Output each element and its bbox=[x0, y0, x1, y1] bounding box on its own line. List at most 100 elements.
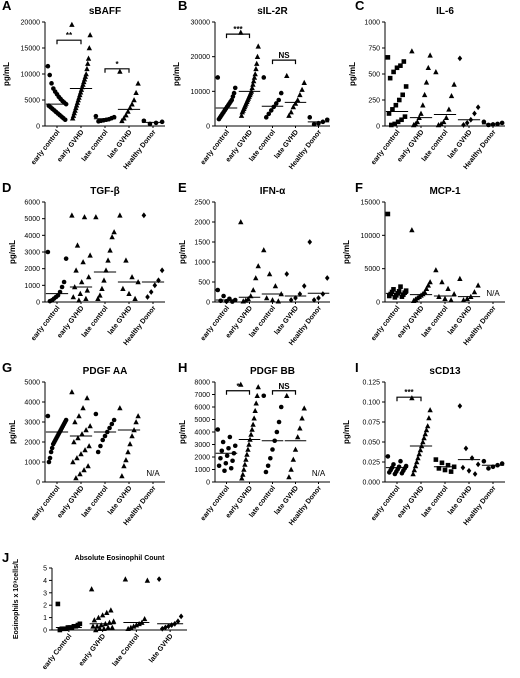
data-point bbox=[129, 101, 135, 107]
y-tick-label: 10000 bbox=[191, 89, 211, 96]
significance-bracket bbox=[225, 390, 251, 395]
data-point bbox=[107, 247, 113, 253]
data-point bbox=[457, 55, 463, 62]
data-point bbox=[242, 461, 248, 467]
data-point bbox=[74, 455, 80, 461]
data-point bbox=[223, 460, 229, 466]
y-tick-label: 2000 bbox=[194, 455, 210, 462]
data-point bbox=[409, 48, 415, 54]
data-point bbox=[399, 294, 405, 299]
data-point bbox=[396, 97, 402, 103]
data-point bbox=[286, 112, 292, 118]
data-point bbox=[472, 471, 478, 477]
data-point bbox=[410, 471, 416, 477]
data-point bbox=[433, 267, 439, 273]
data-point bbox=[62, 117, 68, 123]
data-point bbox=[385, 211, 391, 217]
y-tick-label: 4 bbox=[43, 578, 47, 585]
data-point bbox=[240, 471, 246, 477]
y-tick-label: 10000 bbox=[21, 72, 41, 79]
data-point bbox=[445, 462, 451, 468]
data-point bbox=[123, 112, 129, 118]
significance-label: NS bbox=[278, 51, 290, 60]
significance-bracket bbox=[271, 59, 297, 65]
data-point bbox=[386, 293, 392, 299]
data-point bbox=[385, 454, 391, 459]
data-point bbox=[228, 465, 234, 471]
data-point bbox=[394, 65, 400, 71]
data-point bbox=[324, 275, 330, 281]
chart-title: PDGF AA bbox=[83, 366, 128, 377]
data-point bbox=[433, 457, 439, 462]
data-point bbox=[239, 109, 245, 115]
data-point bbox=[392, 295, 398, 300]
data-point bbox=[278, 90, 284, 96]
data-point bbox=[241, 466, 247, 472]
chart-title: sCD13 bbox=[429, 366, 461, 377]
data-point bbox=[386, 111, 392, 116]
data-point bbox=[111, 229, 117, 235]
y-tick-label: 15000 bbox=[361, 200, 381, 207]
data-point bbox=[416, 451, 422, 457]
data-point bbox=[93, 627, 99, 633]
data-point bbox=[391, 69, 396, 75]
data-point bbox=[421, 91, 428, 98]
y-tick-label: 0 bbox=[36, 300, 40, 307]
data-point bbox=[316, 295, 321, 301]
y-tick-label: 750 bbox=[368, 46, 380, 53]
data-point bbox=[111, 417, 117, 423]
y-tick-label: 2000 bbox=[194, 220, 210, 227]
significance-bracket bbox=[225, 33, 251, 39]
y-tick-label: 1500 bbox=[194, 240, 210, 247]
data-point bbox=[414, 459, 420, 465]
y-tick-label: 5000 bbox=[24, 216, 40, 223]
data-point bbox=[153, 120, 159, 126]
data-point bbox=[263, 469, 269, 475]
y-tick-label: 3000 bbox=[24, 420, 40, 427]
data-point bbox=[238, 112, 245, 118]
data-point bbox=[268, 108, 274, 113]
data-point bbox=[141, 212, 147, 219]
data-point bbox=[251, 74, 258, 80]
chart-title: MCP-1 bbox=[429, 186, 461, 197]
y-tick-label: 1000 bbox=[194, 467, 210, 474]
data-point bbox=[466, 467, 472, 474]
y-tick-label: 0 bbox=[36, 124, 40, 131]
chart-title: IFN-α bbox=[260, 186, 286, 197]
data-point bbox=[297, 91, 303, 98]
data-point bbox=[275, 298, 282, 304]
data-point bbox=[464, 295, 470, 301]
data-point bbox=[238, 381, 244, 387]
data-point bbox=[490, 122, 496, 127]
significance-label: * bbox=[236, 382, 240, 391]
data-point bbox=[250, 81, 256, 87]
chart-title: PDGF BB bbox=[250, 366, 295, 377]
data-point bbox=[288, 109, 294, 115]
data-point bbox=[80, 259, 86, 265]
data-point bbox=[294, 97, 301, 103]
y-axis-label: pg/mL bbox=[178, 420, 187, 444]
data-point bbox=[292, 100, 299, 106]
y-tick-label: 7000 bbox=[194, 392, 210, 399]
data-point bbox=[46, 459, 52, 465]
data-point bbox=[57, 627, 63, 633]
panel-letter: B bbox=[178, 0, 187, 13]
y-tick-label: 3000 bbox=[24, 250, 40, 257]
data-point bbox=[47, 298, 53, 304]
data-point bbox=[133, 622, 140, 628]
x-tick-label: late control bbox=[421, 485, 450, 519]
data-point bbox=[71, 439, 77, 445]
data-point bbox=[122, 576, 129, 582]
chart-title: sBAFF bbox=[89, 6, 121, 17]
data-point bbox=[85, 463, 91, 469]
data-point bbox=[232, 85, 238, 91]
data-point bbox=[249, 426, 255, 432]
data-point bbox=[226, 445, 231, 451]
data-point bbox=[221, 293, 226, 299]
data-point bbox=[386, 470, 392, 475]
y-axis-label: pg/mL bbox=[2, 62, 11, 86]
data-point bbox=[245, 446, 251, 452]
x-tick-label: late control bbox=[81, 305, 110, 339]
y-tick-label: 0 bbox=[43, 628, 47, 635]
